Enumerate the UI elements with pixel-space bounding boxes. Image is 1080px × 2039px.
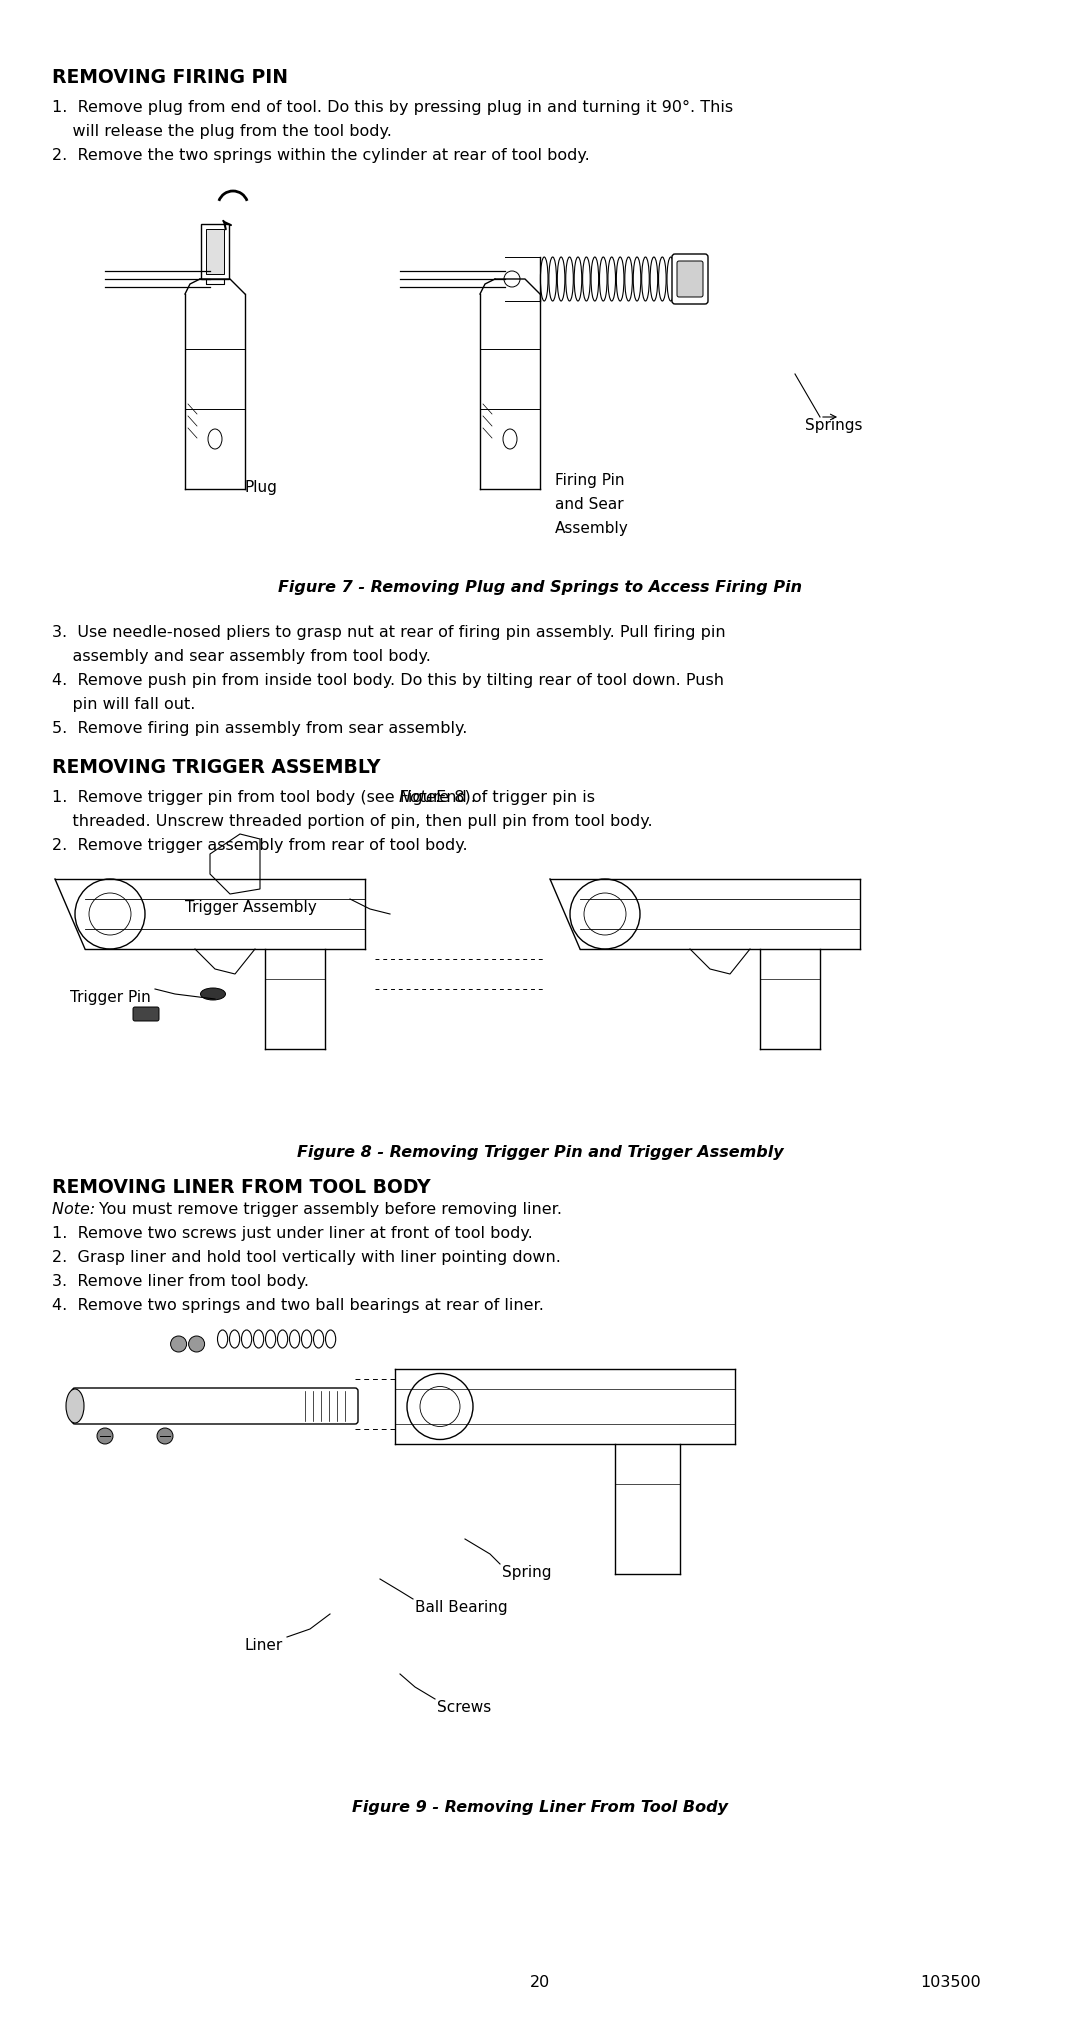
Text: Note:: Note:	[399, 789, 442, 805]
Text: Screws: Screws	[437, 1698, 491, 1715]
Text: Trigger Pin: Trigger Pin	[70, 989, 151, 1005]
Text: You must remove trigger assembly before removing liner.: You must remove trigger assembly before …	[99, 1201, 562, 1217]
Text: Firing Pin: Firing Pin	[555, 473, 624, 487]
Text: 4.  Remove push pin from inside tool body. Do this by tilting rear of tool down.: 4. Remove push pin from inside tool body…	[52, 673, 724, 687]
Text: 4.  Remove two springs and two ball bearings at rear of liner.: 4. Remove two springs and two ball beari…	[52, 1297, 543, 1313]
Text: and Sear: and Sear	[555, 498, 623, 512]
Text: 2.  Grasp liner and hold tool vertically with liner pointing down.: 2. Grasp liner and hold tool vertically …	[52, 1250, 561, 1264]
Text: REMOVING FIRING PIN: REMOVING FIRING PIN	[52, 67, 288, 88]
Text: REMOVING LINER FROM TOOL BODY: REMOVING LINER FROM TOOL BODY	[52, 1177, 431, 1197]
Text: 1.  Remove two screws just under liner at front of tool body.: 1. Remove two screws just under liner at…	[52, 1225, 532, 1240]
Text: Springs: Springs	[805, 418, 863, 432]
Text: 1.  Remove trigger pin from tool body (see Figure 8).: 1. Remove trigger pin from tool body (se…	[52, 789, 481, 805]
Text: 103500: 103500	[920, 1974, 981, 1988]
Text: threaded. Unscrew threaded portion of pin, then pull pin from tool body.: threaded. Unscrew threaded portion of pi…	[52, 814, 652, 828]
Circle shape	[171, 1336, 187, 1352]
Polygon shape	[210, 834, 260, 895]
Circle shape	[189, 1336, 204, 1352]
Text: 2.  Remove the two springs within the cylinder at rear of tool body.: 2. Remove the two springs within the cyl…	[52, 149, 590, 163]
FancyBboxPatch shape	[677, 261, 703, 298]
Circle shape	[157, 1427, 173, 1444]
Text: End of trigger pin is: End of trigger pin is	[431, 789, 595, 805]
Text: 20: 20	[530, 1974, 550, 1988]
Text: Assembly: Assembly	[555, 520, 629, 536]
Text: Spring: Spring	[502, 1564, 552, 1580]
Text: Note:: Note:	[52, 1201, 100, 1217]
Ellipse shape	[66, 1389, 84, 1423]
FancyBboxPatch shape	[133, 1007, 159, 1022]
Bar	[201, 224, 229, 279]
Bar	[206, 230, 224, 275]
Circle shape	[97, 1427, 113, 1444]
Text: pin will fall out.: pin will fall out.	[52, 697, 195, 712]
Text: REMOVING TRIGGER ASSEMBLY: REMOVING TRIGGER ASSEMBLY	[52, 759, 380, 777]
Text: Figure 9 - Removing Liner From Tool Body: Figure 9 - Removing Liner From Tool Body	[352, 1798, 728, 1815]
Text: Trigger Assembly: Trigger Assembly	[185, 899, 316, 916]
Text: Plug: Plug	[245, 479, 278, 495]
Text: Liner: Liner	[245, 1637, 283, 1652]
Text: will release the plug from the tool body.: will release the plug from the tool body…	[52, 124, 392, 139]
Text: Ball Bearing: Ball Bearing	[415, 1599, 508, 1615]
Text: 2.  Remove trigger assembly from rear of tool body.: 2. Remove trigger assembly from rear of …	[52, 838, 468, 852]
Text: assembly and sear assembly from tool body.: assembly and sear assembly from tool bod…	[52, 648, 431, 663]
Text: Figure 8 - Removing Trigger Pin and Trigger Assembly: Figure 8 - Removing Trigger Pin and Trig…	[297, 1144, 783, 1160]
Text: 3.  Use needle-nosed pliers to grasp nut at rear of firing pin assembly. Pull fi: 3. Use needle-nosed pliers to grasp nut …	[52, 624, 726, 640]
FancyBboxPatch shape	[72, 1389, 357, 1425]
Text: 5.  Remove firing pin assembly from sear assembly.: 5. Remove firing pin assembly from sear …	[52, 720, 468, 736]
Ellipse shape	[201, 989, 226, 1001]
FancyBboxPatch shape	[672, 255, 708, 306]
Text: Figure 7 - Removing Plug and Springs to Access Firing Pin: Figure 7 - Removing Plug and Springs to …	[278, 579, 802, 595]
Text: 3.  Remove liner from tool body.: 3. Remove liner from tool body.	[52, 1274, 309, 1289]
Text: 1.  Remove plug from end of tool. Do this by pressing plug in and turning it 90°: 1. Remove plug from end of tool. Do this…	[52, 100, 733, 114]
